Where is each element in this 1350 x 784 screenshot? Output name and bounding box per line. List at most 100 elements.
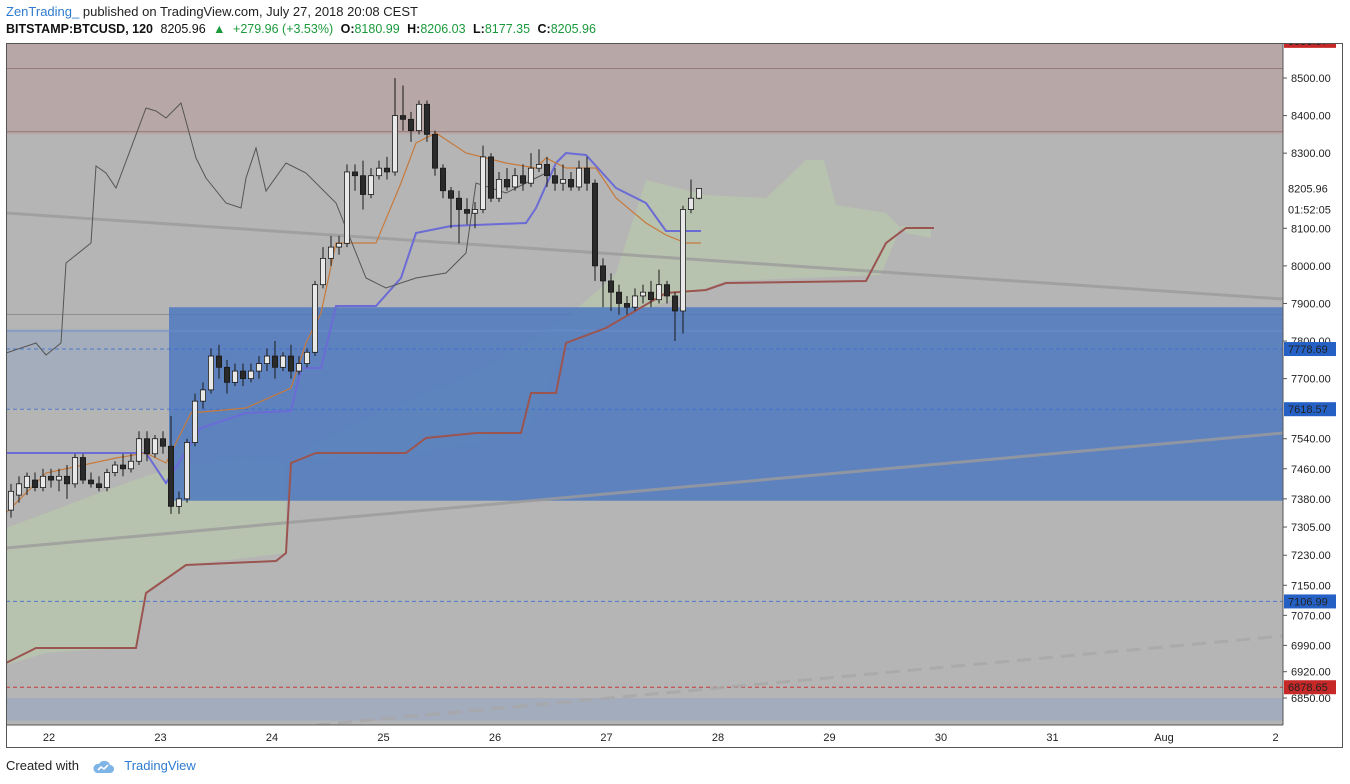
- candle-body[interactable]: [544, 164, 551, 177]
- candle-body[interactable]: [207, 355, 214, 391]
- candle-body[interactable]: [287, 355, 294, 372]
- candle-body[interactable]: [584, 167, 591, 184]
- candle-body[interactable]: [295, 363, 302, 372]
- candle-body[interactable]: [608, 280, 615, 293]
- candle-body[interactable]: [159, 438, 166, 447]
- candle-body[interactable]: [431, 133, 438, 169]
- candle-body[interactable]: [576, 167, 583, 188]
- price-axis-panel: [1283, 43, 1343, 748]
- candle-body[interactable]: [128, 460, 135, 470]
- candle-body[interactable]: [528, 167, 535, 184]
- candle-body[interactable]: [40, 475, 47, 488]
- price-badge-label: 01:52:05: [1288, 205, 1331, 217]
- candle-body[interactable]: [303, 351, 310, 364]
- candle-body[interactable]: [183, 442, 190, 500]
- price-tick-label: 7700.00: [1291, 374, 1331, 386]
- candle-body[interactable]: [471, 209, 478, 214]
- candle-body[interactable]: [367, 175, 374, 195]
- candle-body[interactable]: [656, 284, 663, 301]
- candle-body[interactable]: [56, 475, 63, 481]
- candle-body[interactable]: [96, 483, 103, 488]
- candle-body[interactable]: [680, 209, 687, 312]
- candle-body[interactable]: [231, 370, 238, 383]
- candle-body[interactable]: [415, 103, 422, 132]
- candle-body[interactable]: [80, 457, 87, 481]
- candle-body[interactable]: [8, 490, 14, 511]
- candle-body[interactable]: [439, 167, 446, 192]
- ascending-trendline: [6, 431, 1284, 550]
- candle-body[interactable]: [135, 438, 142, 462]
- candle-body[interactable]: [31, 479, 38, 488]
- candle-body[interactable]: [592, 182, 599, 267]
- candle-body[interactable]: [72, 457, 79, 485]
- price-tick-label: 7230.00: [1291, 550, 1331, 562]
- candle-body[interactable]: [664, 284, 671, 297]
- candle-body[interactable]: [495, 179, 502, 199]
- candle-body[interactable]: [279, 355, 286, 368]
- candle-body[interactable]: [120, 464, 127, 470]
- candle-body[interactable]: [215, 355, 222, 368]
- candle-body[interactable]: [311, 284, 318, 353]
- candle-body[interactable]: [463, 209, 470, 214]
- candle-body[interactable]: [199, 389, 206, 402]
- candle-body[interactable]: [423, 103, 430, 135]
- candle-body[interactable]: [15, 483, 22, 496]
- candle-body[interactable]: [104, 472, 111, 488]
- candle-body[interactable]: [479, 156, 486, 210]
- time-tick-label: 29: [823, 732, 835, 744]
- candle-body[interactable]: [255, 363, 262, 372]
- candle-body[interactable]: [568, 179, 575, 188]
- candle-body[interactable]: [640, 291, 647, 297]
- candle-body[interactable]: [247, 370, 254, 380]
- candle-body[interactable]: [263, 355, 270, 364]
- candle-body[interactable]: [391, 115, 398, 173]
- candle-body[interactable]: [143, 438, 150, 455]
- candle-body[interactable]: [375, 167, 382, 177]
- candle-body[interactable]: [239, 370, 246, 380]
- tradingview-link[interactable]: TradingView: [124, 758, 196, 773]
- candle-body[interactable]: [600, 265, 607, 282]
- candle-body[interactable]: [648, 291, 655, 301]
- candle-body[interactable]: [536, 164, 543, 169]
- candle-body[interactable]: [88, 479, 95, 485]
- candle-body[interactable]: [335, 242, 342, 248]
- chart-svg[interactable]: 8500.00 8400.00 8300.00 8100.00 8000.00 7900.…: [6, 43, 1343, 748]
- candle-body[interactable]: [688, 197, 695, 210]
- candle-body[interactable]: [503, 179, 510, 188]
- candle-body[interactable]: [399, 115, 406, 120]
- candle-body[interactable]: [552, 175, 559, 184]
- candle-body[interactable]: [48, 475, 55, 481]
- candle-body[interactable]: [271, 355, 278, 368]
- candle-body[interactable]: [455, 197, 462, 210]
- candle-body[interactable]: [383, 167, 390, 173]
- candle-body[interactable]: [520, 175, 527, 184]
- candle-body[interactable]: [223, 366, 230, 383]
- candle-body[interactable]: [112, 464, 119, 473]
- time-tick-label: 25: [377, 732, 389, 744]
- price-badge-label: 7106.99: [1288, 596, 1328, 608]
- candle-body[interactable]: [64, 475, 71, 485]
- candle-body[interactable]: [511, 175, 518, 188]
- candle-body[interactable]: [407, 118, 414, 132]
- candle-body[interactable]: [327, 246, 334, 259]
- candle-body[interactable]: [487, 156, 494, 199]
- candle-body[interactable]: [319, 257, 326, 286]
- candle-body[interactable]: [359, 175, 366, 195]
- candle-body[interactable]: [624, 303, 631, 308]
- candle-body[interactable]: [696, 188, 703, 199]
- candle-body[interactable]: [175, 498, 182, 507]
- time-tick-label: 24: [266, 732, 278, 744]
- price-chart[interactable]: 8500.00 8400.00 8300.00 8100.00 8000.00 7900.…: [6, 43, 1343, 748]
- candle-body[interactable]: [151, 438, 158, 455]
- author-link[interactable]: ZenTrading_: [6, 4, 80, 19]
- candle-body[interactable]: [560, 179, 567, 184]
- candle-body[interactable]: [351, 171, 358, 177]
- candle-body[interactable]: [632, 295, 639, 308]
- candle-body[interactable]: [672, 295, 679, 312]
- candle-body[interactable]: [447, 190, 454, 199]
- candle-body[interactable]: [343, 171, 350, 244]
- candle-body[interactable]: [616, 291, 623, 304]
- candle-body[interactable]: [23, 475, 30, 488]
- candle-body[interactable]: [191, 400, 198, 443]
- candle-body[interactable]: [167, 445, 174, 507]
